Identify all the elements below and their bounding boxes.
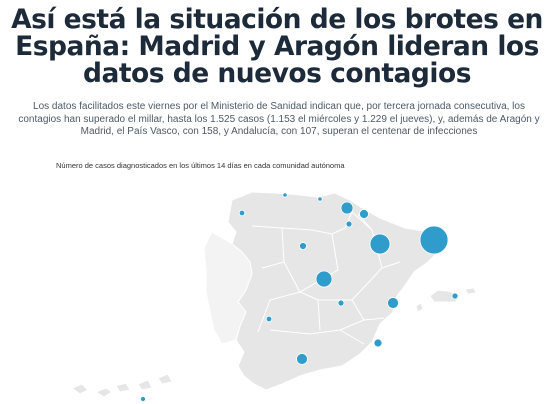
- andalucia-bubble: [296, 353, 308, 365]
- baleares-bubble: [451, 292, 459, 300]
- pais-vasco-bubble: [340, 201, 354, 215]
- spain-cases-map: [70, 191, 477, 402]
- asturias-bubble: [282, 192, 288, 198]
- peninsula-land: [227, 191, 448, 391]
- menorca-land: [464, 287, 477, 295]
- article-headline: Así está la situación de los brotes en E…: [11, 4, 543, 89]
- navarra-bubble: [359, 209, 369, 219]
- ibiza-land: [415, 302, 424, 313]
- castilla-leon-bubble: [299, 242, 307, 250]
- la-rioja-bubble: [345, 220, 353, 228]
- map-caption: Número de casos diagnosticados en los úl…: [56, 161, 345, 170]
- valencia-bubble: [387, 297, 399, 309]
- madrid-bubble: [315, 270, 333, 288]
- aragon-bubble: [369, 233, 391, 255]
- canarias-land: [70, 373, 173, 398]
- portugal-land: [203, 231, 253, 345]
- article-intro: Los datos facilitados este viernes por e…: [18, 101, 540, 137]
- galicia-bubble: [238, 209, 246, 217]
- canarias-bubble: [140, 396, 146, 402]
- cataluna-bubble: [419, 225, 449, 255]
- baleares-land: [429, 289, 461, 303]
- murcia-bubble: [373, 338, 383, 348]
- extremadura-bubble: [265, 315, 273, 323]
- cantabria-bubble: [317, 196, 323, 202]
- castilla-la-mancha-bubble: [337, 299, 345, 307]
